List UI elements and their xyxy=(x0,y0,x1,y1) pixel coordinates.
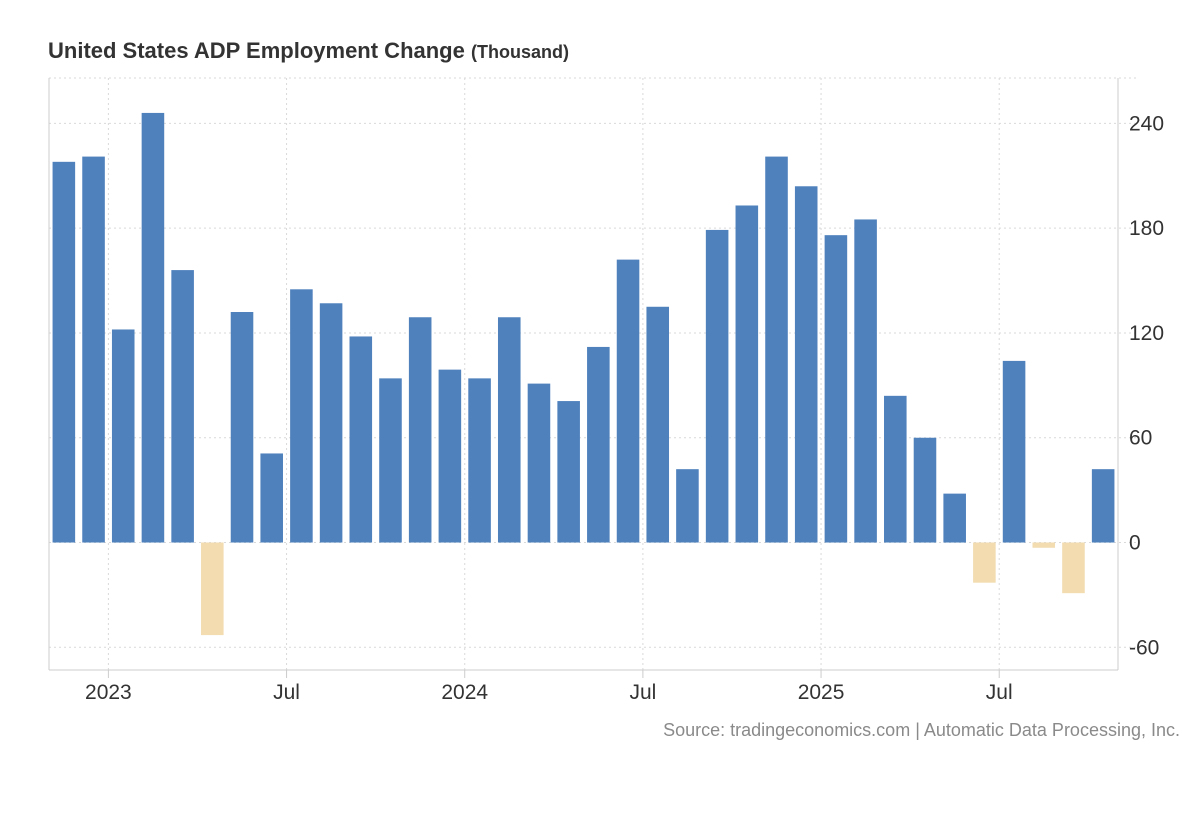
bar-2025-07 xyxy=(1002,360,1026,543)
bar-2024-08 xyxy=(676,469,699,543)
bar-2023-03 xyxy=(171,270,194,543)
bar-2024-10 xyxy=(735,205,759,543)
axis-layer: 240 180 120 60 0 -60 2023 Jul 2024 Jul 2025 Jul xyxy=(48,78,1164,704)
bar-2023-11 xyxy=(408,317,432,543)
x-tick-label: 2024 xyxy=(441,681,488,704)
bar-2024-04 xyxy=(557,401,580,543)
x-tick-label: 2025 xyxy=(798,681,845,704)
y-tick-label: 0 xyxy=(1129,532,1141,555)
bar-2024-07 xyxy=(646,306,670,543)
bar-2023-10 xyxy=(379,378,402,543)
x-tick-label: Jul xyxy=(273,681,300,704)
bar-2022-11 xyxy=(52,161,76,543)
bar-2023-01 xyxy=(111,329,135,543)
x-tick-label: Jul xyxy=(629,681,656,704)
bar-2023-04 xyxy=(201,542,224,636)
bar-2024-06 xyxy=(616,259,640,543)
bar-2025-09 xyxy=(1062,542,1085,594)
bar-2024-09 xyxy=(705,229,729,543)
bar-2024-12 xyxy=(794,186,818,543)
bar-2024-02 xyxy=(497,317,521,543)
bar-2025-04 xyxy=(913,437,937,543)
bar-2023-06 xyxy=(260,453,283,543)
y-tick-label: 240 xyxy=(1129,112,1164,135)
bar-2025-03 xyxy=(884,395,907,543)
bar-layer xyxy=(52,112,1115,636)
y-tick-label: 180 xyxy=(1129,217,1164,240)
bar-2024-11 xyxy=(765,156,788,543)
bar-2025-01 xyxy=(824,235,848,543)
chart-title: United States ADP Employment Change (Tho… xyxy=(48,38,569,64)
bar-2023-08 xyxy=(319,303,343,543)
chart-unit: (Thousand) xyxy=(470,42,569,62)
bar-2025-05 xyxy=(943,493,966,543)
bar-2023-02 xyxy=(141,112,165,543)
y-tick-label: 60 xyxy=(1129,427,1152,450)
bar-2023-09 xyxy=(349,336,373,543)
bar-2024-03 xyxy=(527,383,551,543)
grid-layer xyxy=(49,77,1138,670)
bar-2023-12 xyxy=(438,369,462,543)
bar-2025-10 xyxy=(1091,469,1115,543)
bar-2024-01 xyxy=(468,378,491,543)
chart-title-text: United States ADP Employment Change xyxy=(48,38,465,63)
bar-2024-05 xyxy=(587,346,610,543)
x-tick-label: Jul xyxy=(986,681,1013,704)
bar-2022-12 xyxy=(82,156,105,543)
bar-2025-06 xyxy=(973,542,996,583)
y-tick-label: 120 xyxy=(1129,322,1164,345)
bar-2023-07 xyxy=(290,289,313,543)
y-tick-label: -60 xyxy=(1129,636,1159,659)
x-tick-label: 2023 xyxy=(85,681,132,704)
bar-2025-08 xyxy=(1032,542,1056,548)
bar-2025-02 xyxy=(854,219,877,543)
bar-2023-05 xyxy=(230,312,254,543)
source-note: Source: tradingeconomics.com | Automatic… xyxy=(663,720,1180,740)
